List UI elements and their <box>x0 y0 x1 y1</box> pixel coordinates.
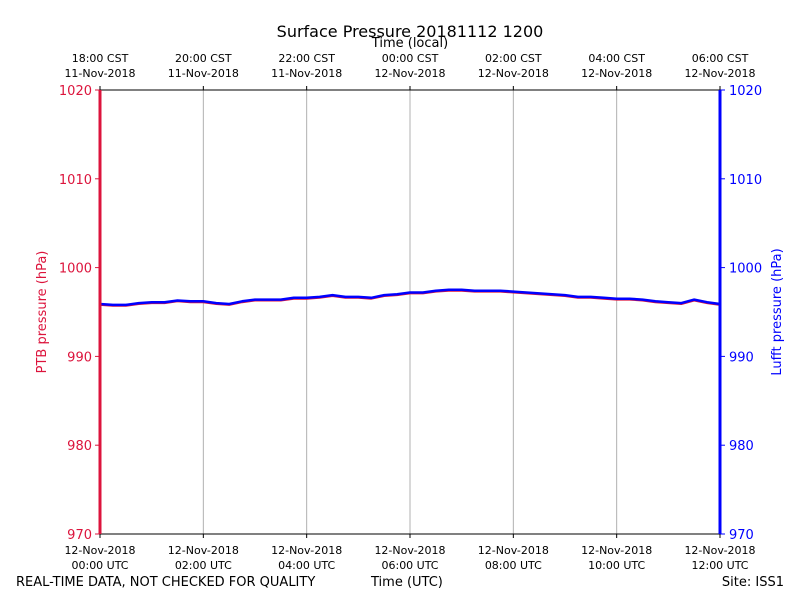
bottom-x-tick-time: 00:00 UTC <box>71 559 128 572</box>
lufft-series-line <box>99 288 721 307</box>
bottom-x-tick-date: 12-Nov-2018 <box>168 544 239 557</box>
top-x-tick-date: 12-Nov-2018 <box>581 67 652 80</box>
top-x-tick-date: 11-Nov-2018 <box>168 67 239 80</box>
right-y-tick-label: 990 <box>729 350 754 365</box>
bottom-x-tick-time: 12:00 UTC <box>691 559 748 572</box>
left-axis-label: PTB pressure (hPa) <box>35 251 50 374</box>
top-x-tick-time: 18:00 CST <box>72 52 129 65</box>
top-x-tick-date: 12-Nov-2018 <box>478 67 549 80</box>
top-x-tick-date: 11-Nov-2018 <box>64 67 135 80</box>
right-y-ticks: 970 980 990 1000 1010 1020 <box>720 84 762 543</box>
x-axis-label: Time (UTC) <box>371 575 443 590</box>
left-y-tick-label: 1010 <box>59 173 92 188</box>
top-x-ticks: 18:00 CST 11-Nov-2018 20:00 CST 11-Nov-2018… <box>64 52 756 90</box>
top-x-tick-time: 22:00 CST <box>278 52 335 65</box>
top-x-tick-time: 00:00 CST <box>382 52 439 65</box>
left-y-tick-label: 970 <box>67 528 92 543</box>
bottom-x-tick-date: 12-Nov-2018 <box>684 544 755 557</box>
bottom-x-tick-date: 12-Nov-2018 <box>374 544 445 557</box>
bottom-x-tick-date: 12-Nov-2018 <box>271 544 342 557</box>
top-axis-label: Time (local) <box>371 36 448 51</box>
bottom-x-tick-date: 12-Nov-2018 <box>64 544 135 557</box>
left-y-tick-label: 1000 <box>59 262 92 277</box>
left-y-tick-label: 1020 <box>59 84 92 99</box>
top-x-tick-date: 12-Nov-2018 <box>374 67 445 80</box>
right-y-tick-label: 980 <box>729 439 754 454</box>
bottom-x-tick-time: 08:00 UTC <box>485 559 542 572</box>
site-label: Site: ISS1 <box>721 575 784 590</box>
right-y-tick-label: 1020 <box>729 84 762 99</box>
bottom-x-tick-time: 04:00 UTC <box>278 559 335 572</box>
bottom-x-ticks: 12-Nov-2018 00:00 UTC 12-Nov-2018 02:00 UTC… <box>64 534 756 572</box>
top-x-tick-time: 20:00 CST <box>175 52 232 65</box>
bottom-x-tick-time: 06:00 UTC <box>381 559 438 572</box>
left-y-tick-label: 980 <box>67 439 92 454</box>
right-y-tick-label: 1000 <box>729 262 762 277</box>
bottom-x-tick-time: 02:00 UTC <box>175 559 232 572</box>
bottom-x-tick-date: 12-Nov-2018 <box>581 544 652 557</box>
right-y-tick-label: 1010 <box>729 173 762 188</box>
left-y-tick-label: 990 <box>67 350 92 365</box>
top-x-tick-time: 04:00 CST <box>588 52 645 65</box>
chart-title: Surface Pressure 20181112 1200 <box>277 22 544 41</box>
bottom-x-tick-time: 10:00 UTC <box>588 559 645 572</box>
top-x-tick-date: 12-Nov-2018 <box>684 67 755 80</box>
grid-lines <box>202 90 618 534</box>
series-layer <box>99 288 721 307</box>
left-y-ticks: 970 980 990 1000 1010 1020 <box>59 84 100 543</box>
right-y-tick-label: 970 <box>729 528 754 543</box>
bottom-x-tick-date: 12-Nov-2018 <box>478 544 549 557</box>
quality-disclaimer: REAL-TIME DATA, NOT CHECKED FOR QUALITY <box>16 575 316 590</box>
top-x-tick-date: 11-Nov-2018 <box>271 67 342 80</box>
top-x-tick-time: 02:00 CST <box>485 52 542 65</box>
right-axis-label: Lufft pressure (hPa) <box>770 248 785 375</box>
top-x-tick-time: 06:00 CST <box>692 52 749 65</box>
